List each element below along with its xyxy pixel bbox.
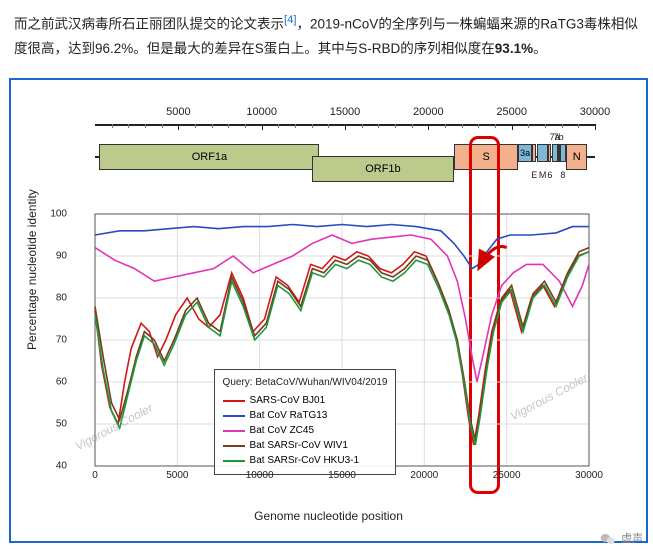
ruler-minor-tick	[228, 124, 229, 128]
y-tick-label: 90	[43, 251, 67, 262]
ruler-minor-tick	[478, 124, 479, 128]
y-tick-label: 40	[43, 461, 67, 472]
y-tick-label: 100	[43, 209, 67, 220]
legend-swatch	[223, 430, 245, 432]
legend-row: Bat SARSr-CoV HKU3-1	[223, 453, 388, 468]
ruler-minor-tick	[128, 124, 129, 128]
legend-label: SARS-CoV BJ01	[250, 393, 326, 408]
gene-E	[532, 144, 536, 162]
x-tick-label: 15000	[328, 470, 356, 481]
ruler-tick-label: 25000	[496, 106, 527, 118]
gene-below-label: E	[531, 170, 537, 180]
gene-3a: 3a	[518, 144, 532, 162]
legend-row: SARS-CoV BJ01	[223, 393, 388, 408]
legend-row: Bat CoV ZC45	[223, 423, 388, 438]
ruler-minor-tick	[495, 124, 496, 128]
figure-frame: 5000 10000 15000 20000 25000 30000 ORF1aORF1b…	[9, 78, 648, 543]
ruler-tick-label: 5000	[166, 106, 190, 118]
x-tick-label: 20000	[410, 470, 438, 481]
gene-M	[537, 144, 548, 162]
legend-label: Bat CoV RaTG13	[250, 408, 328, 423]
gene-below-label: 6	[547, 170, 552, 180]
y-tick-label: 60	[43, 377, 67, 388]
legend-query: Query: BetaCoV/Wuhan/WIV04/2019	[223, 375, 388, 390]
ruler-minor-tick	[462, 124, 463, 128]
ruler-tick-label: 15000	[330, 106, 361, 118]
prose-text-1: 而之前武汉病毒所石正丽团队提交的论文表示	[14, 17, 284, 32]
genome-genes: ORF1aORF1bS3aEM67a7b8N	[95, 142, 595, 188]
gene-below-label: M	[539, 170, 547, 180]
x-tick-label: 25000	[493, 470, 521, 481]
legend-row: Bat CoV RaTG13	[223, 408, 388, 423]
legend-swatch	[223, 415, 245, 417]
gene-ORF1a: ORF1a	[99, 144, 319, 170]
ruler-minor-tick	[162, 124, 163, 128]
ruler-minor-tick	[562, 124, 563, 128]
ruler-minor-tick	[328, 124, 329, 128]
ruler-minor-tick	[578, 124, 579, 128]
gene-ORF1b: ORF1b	[312, 156, 455, 182]
gene-8	[560, 144, 566, 162]
ruler-tick-label: 30000	[580, 106, 611, 118]
legend-swatch	[223, 460, 245, 462]
legend-label: Bat SARSr-CoV HKU3-1	[250, 453, 359, 468]
legend-box: Query: BetaCoV/Wuhan/WIV04/2019 SARS-CoV…	[214, 369, 397, 475]
prose-paragraph: 而之前武汉病毒所石正丽团队提交的论文表示[4]，2019-nCoV的全序列与一株…	[0, 0, 653, 69]
ruler-minor-tick	[395, 124, 396, 128]
ruler-tick-label: 10000	[246, 106, 277, 118]
ruler-minor-tick	[112, 124, 113, 128]
genome-ruler: 50001000015000200002500030000	[95, 106, 595, 140]
ruler-tick	[345, 124, 346, 130]
source-label: 虚声	[621, 530, 643, 546]
ruler-tick	[512, 124, 513, 130]
y-axis-label: Percentage nucleotide identity	[25, 189, 39, 350]
ruler-minor-tick	[245, 124, 246, 128]
ruler-minor-tick	[445, 124, 446, 128]
y-tick-label: 50	[43, 419, 67, 430]
prose-bold: 93.1%	[495, 41, 533, 56]
ruler-minor-tick	[212, 124, 213, 128]
ruler-minor-tick	[545, 124, 546, 128]
ruler-tick	[262, 124, 263, 130]
y-tick-label: 80	[43, 293, 67, 304]
x-tick-label: 5000	[166, 470, 188, 481]
legend-swatch	[223, 445, 245, 447]
x-tick-label: 30000	[575, 470, 603, 481]
ruler-minor-tick	[145, 124, 146, 128]
y-tick-label: 70	[43, 335, 67, 346]
ruler-minor-tick	[195, 124, 196, 128]
gene-below-label: 8	[560, 170, 565, 180]
ruler-minor-tick	[312, 124, 313, 128]
ruler-minor-tick	[378, 124, 379, 128]
prose-text-3: 。	[533, 41, 547, 56]
ruler-tick	[595, 124, 596, 130]
ruler-minor-tick	[278, 124, 279, 128]
gene-N: N	[566, 144, 587, 170]
wechat-icon	[600, 532, 616, 545]
page: 而之前武汉病毒所石正丽团队提交的论文表示[4]，2019-nCoV的全序列与一株…	[0, 0, 653, 549]
legend-swatch	[223, 400, 245, 402]
x-axis-label: Genome nucleotide position	[11, 509, 646, 523]
x-tick-label: 10000	[246, 470, 274, 481]
legend-label: Bat SARSr-CoV WIV1	[250, 438, 348, 453]
reference-link[interactable]: [4]	[284, 14, 297, 26]
x-tick-label: 0	[92, 470, 98, 481]
ruler-minor-tick	[362, 124, 363, 128]
legend-row: Bat SARSr-CoV WIV1	[223, 438, 388, 453]
ruler-tick-label: 20000	[413, 106, 444, 118]
legend-label: Bat CoV ZC45	[250, 423, 314, 438]
ruler-minor-tick	[412, 124, 413, 128]
ruler-tick	[178, 124, 179, 130]
ruler-tick	[428, 124, 429, 130]
ruler-minor-tick	[528, 124, 529, 128]
source-footer: 虚声	[600, 530, 643, 546]
ruler-minor-tick	[295, 124, 296, 128]
gene-top-label: 7b	[554, 132, 564, 142]
